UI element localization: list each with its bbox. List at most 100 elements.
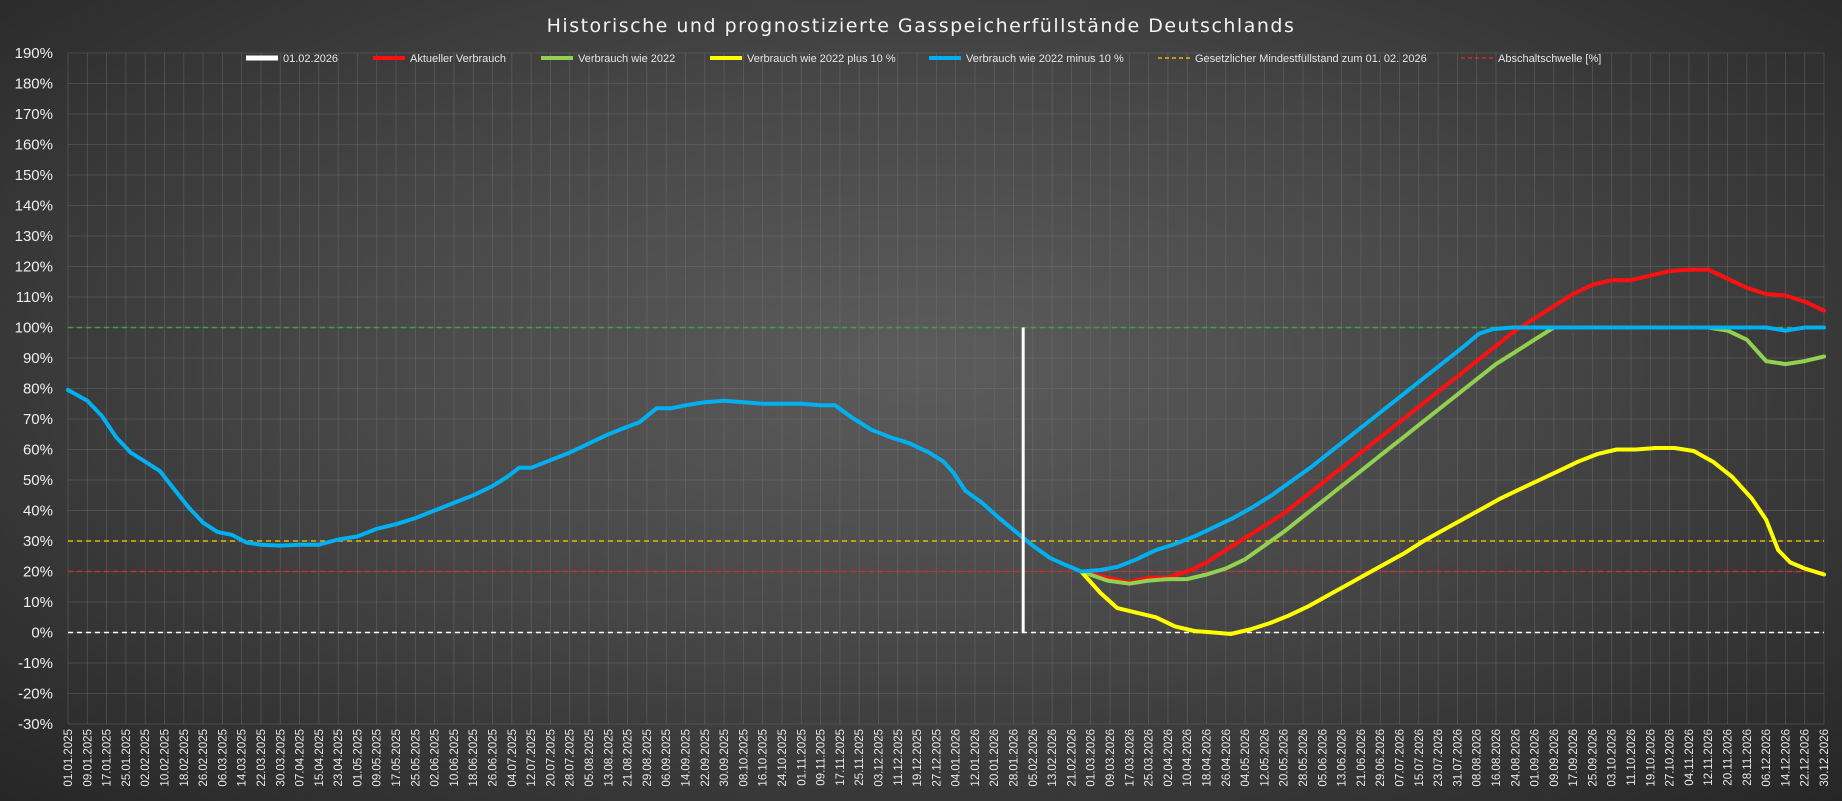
legend-label: Abschaltschwelle [%] [1498,53,1601,65]
y-tick-label: 20% [23,564,53,581]
y-tick-label: 120% [15,259,53,276]
y-tick-label: 180% [15,76,53,93]
x-tick-label: 12.01.2026 [970,729,982,787]
x-tick-label: 30.03.2025 [275,729,287,787]
x-tick-label: 17.01.2025 [102,729,114,787]
x-tick-label: 27.10.2026 [1665,729,1677,787]
x-tick-label: 14.03.2025 [237,729,249,787]
x-tick-label: 26.06.2025 [488,729,500,787]
x-tick-label: 01.01.2025 [63,729,75,787]
x-tick-label: 17.11.2025 [835,729,847,786]
series-lines [66,267,1826,636]
x-tick-label: 07.04.2025 [295,729,307,787]
chart-title: Historische und prognostizierte Gasspeic… [547,15,1296,37]
x-tick-label: 06.12.2026 [1761,729,1773,787]
x-tick-label: 01.09.2026 [1530,729,1542,787]
x-tick-label: 25.09.2026 [1587,729,1599,787]
x-tick-label: 05.06.2026 [1317,729,1329,787]
x-tick-label: 10.06.2025 [449,729,461,787]
y-tick-label: 90% [23,350,53,367]
x-tick-label: 25.01.2025 [121,729,133,787]
x-tick-label: 06.09.2025 [661,729,673,787]
x-tick-label: 06.03.2025 [217,729,229,787]
x-tick-label: 24.10.2025 [777,729,789,787]
x-tick-label: 31.07.2026 [1452,729,1464,787]
x-tick-label: 21.06.2026 [1356,729,1368,787]
x-tick-label: 13.08.2025 [603,729,615,787]
x-tick-label: 22.09.2025 [700,729,712,787]
x-tick-label: 04.05.2026 [1240,729,1252,787]
y-tick-label: 80% [23,381,53,398]
x-tick-label: 03.10.2026 [1607,729,1619,787]
x-tick-label: 15.07.2026 [1414,729,1426,787]
x-tick-label: 08.10.2025 [738,729,750,787]
y-tick-label: -30% [18,716,53,733]
x-axis-ticks: 01.01.2025 09.01.2025 17.01.2025 25.01.2025… [63,729,1831,787]
y-tick-label: 100% [15,320,53,337]
legend-label: Aktueller Verbrauch [410,53,506,65]
x-tick-label: 28.07.2025 [565,729,577,787]
x-tick-label: 14.09.2025 [680,729,692,787]
y-tick-label: 170% [15,106,53,123]
y-tick-label: 10% [23,594,53,611]
y-tick-label: 50% [23,472,53,489]
x-tick-label: 11.12.2025 [893,729,905,786]
x-tick-label: 02.06.2025 [430,729,442,787]
legend-label: 01.02.2026 [283,53,338,65]
x-tick-label: 01.03.2026 [1086,729,1098,787]
x-tick-label: 29.06.2026 [1375,729,1387,787]
x-tick-label: 05.08.2025 [584,729,596,787]
y-tick-label: 30% [23,533,53,550]
y-tick-label: 140% [15,198,53,215]
legend-label: Verbrauch wie 2022 plus 10 % [747,53,896,65]
y-tick-label: 0% [31,625,53,642]
x-tick-label: 17.09.2026 [1568,729,1580,787]
x-tick-label: 26.04.2026 [1221,729,1233,787]
series-line [66,325,1826,574]
x-tick-label: 20.01.2026 [989,729,1001,787]
legend-label: Verbrauch wie 2022 minus 10 % [966,53,1124,65]
grid [67,52,1825,725]
x-tick-label: 09.11.2025 [816,729,828,786]
y-tick-label: 150% [15,167,53,184]
x-tick-label: 30.12.2026 [1819,729,1831,787]
x-tick-label: 10.04.2026 [1182,729,1194,787]
series-line [1079,267,1826,585]
x-tick-label: 03.12.2025 [873,729,885,787]
y-tick-label: 130% [15,228,53,245]
legend-label: Verbrauch wie 2022 [578,53,675,65]
legend: 01.02.2026 Aktueller Verbrauch Verbrauch w… [246,53,1601,65]
reference-lines [68,326,1824,634]
x-tick-label: 19.12.2025 [912,729,924,787]
x-tick-label: 16.10.2025 [758,729,770,787]
x-tick-label: 28.05.2026 [1298,729,1310,787]
series-line [1079,446,1826,636]
x-tick-label: 17.03.2026 [1124,729,1136,787]
y-tick-label: 190% [15,45,53,62]
x-tick-label: 20.07.2025 [545,729,557,787]
x-tick-label: 01.11.2025 [796,729,808,786]
x-tick-label: 05.02.2026 [1028,729,1040,787]
y-tick-label: 40% [23,503,53,520]
x-tick-label: 26.02.2025 [198,729,210,787]
x-tick-label: 25.05.2025 [410,729,422,787]
x-tick-label: 16.08.2026 [1491,729,1503,787]
x-tick-label: 13.02.2026 [1047,729,1059,787]
x-tick-label: 20.05.2026 [1279,729,1291,787]
y-tick-label: 60% [23,442,53,459]
x-tick-label: 12.07.2025 [526,729,538,787]
x-tick-label: 04.07.2025 [507,729,519,787]
x-tick-label: 27.12.2025 [931,729,943,787]
y-tick-label: 110% [16,289,53,306]
x-tick-label: 10.02.2025 [159,729,171,787]
x-tick-label: 11.10.2026 [1626,729,1638,786]
x-tick-label: 21.02.2026 [1066,729,1078,787]
x-tick-label: 14.12.2026 [1780,729,1792,787]
x-tick-label: 09.01.2025 [82,729,94,787]
x-tick-label: 18.06.2025 [468,729,480,787]
x-tick-label: 28.01.2026 [1009,729,1021,787]
y-tick-label: -20% [18,686,53,703]
x-tick-label: 17.05.2025 [391,729,403,787]
y-axis-ticks: -30% -20% -10% 0% 10% 20% 30% 40% 50% 60% 70% 80% 90… [15,45,53,733]
